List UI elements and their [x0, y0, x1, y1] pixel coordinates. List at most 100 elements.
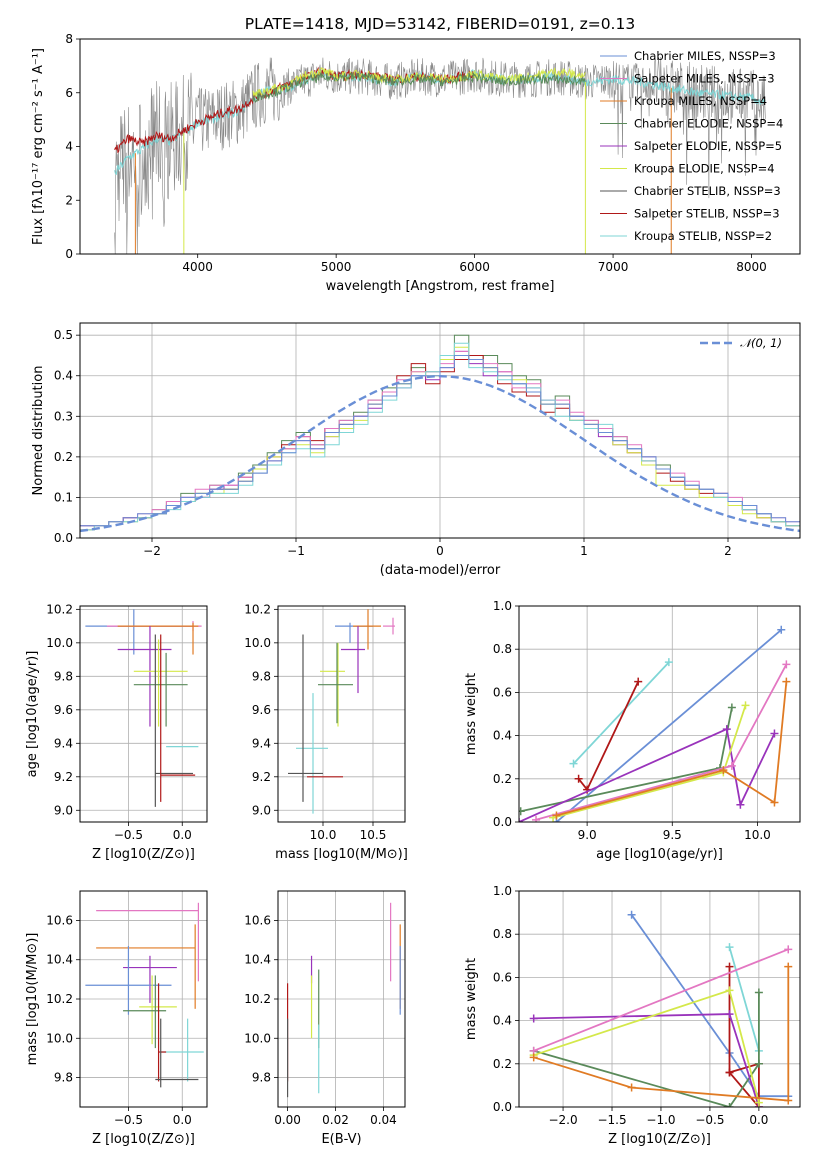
y-axis-label: age [log10(age/yr)]	[25, 651, 40, 778]
x-tick-label: −0.5	[695, 1113, 724, 1127]
weight-marker-salpeter_miles	[784, 945, 793, 954]
chart-spectrum: 4000 5000 6000 7000 8000 0 2 4 6 8 wavelength [Ang…	[31, 32, 801, 294]
y-tick-label: 10.6	[244, 913, 271, 927]
chart-mass_vs_ebv: 0.00 0.02 0.04 9.8 10.0 10.2 10.4 10.6 E(B-V)	[244, 890, 406, 1147]
y-tick-label: 9.8	[54, 669, 73, 683]
weight-marker-kroupa_miles	[784, 1096, 793, 1105]
y-tick-label: 10.6	[46, 913, 73, 927]
x-tick-label: −1.5	[597, 1113, 626, 1127]
y-tick-label: 10.0	[244, 1031, 271, 1045]
y-tick-label: 0.2	[493, 772, 512, 786]
weight-marker-chabrier_elodie	[754, 1059, 763, 1068]
weight-line-kroupa_stelib	[728, 946, 760, 1052]
normal-curve	[80, 374, 800, 533]
x-axis-label: wavelength [Angstrom, rest frame]	[326, 279, 555, 294]
observed-spectrum	[114, 56, 766, 254]
weight-marker-kroupa_miles	[784, 962, 793, 971]
plot-area	[85, 902, 204, 1088]
weight-line-chabrier_elodie	[533, 992, 760, 1107]
weight-marker-salpeter_elodie	[725, 1010, 734, 1019]
weight-marker-chabrier_elodie	[754, 988, 763, 997]
y-tick-label: 0.0	[54, 531, 73, 545]
x-tick-label: 8000	[736, 260, 767, 274]
y-tick-label: 0.0	[493, 815, 512, 829]
legend-label: Kroupa MILES, NSSP=4	[634, 94, 767, 108]
y-tick-label: 10.0	[244, 636, 271, 650]
y-tick-label: 9.2	[54, 770, 73, 784]
y-tick-label: 0.6	[493, 970, 512, 984]
weight-marker-salpeter_elodie	[722, 725, 731, 734]
chart-mass_vs_Z: −0.5 0.0 9.8 10.0 10.2 10.4 10.6 Z [log10(Z/Z⊙)…	[25, 890, 208, 1147]
chart-massweight_vs_age: 9.0 9.5 10.0 0.0 0.2 0.4 0.6 0.8 1.0 age [log10(a…	[464, 599, 801, 862]
x-tick-label: 7000	[598, 260, 629, 274]
y-tick-label: 9.2	[252, 770, 271, 784]
model-spectrum-salpeter_stelib	[114, 66, 475, 154]
legend-label: Kroupa STELIB, NSSP=2	[634, 229, 772, 243]
legend-label: Chabrier MILES, NSSP=3	[634, 49, 776, 63]
y-tick-label: 10.0	[46, 636, 73, 650]
x-tick-label: 0	[436, 544, 444, 558]
weight-marker-chabrier_miles	[777, 625, 786, 634]
y-tick-label: 10.2	[244, 602, 271, 616]
y-tick-label: 0.2	[54, 450, 73, 464]
weight-marker-chabrier_elodie	[725, 1103, 734, 1107]
weight-line-kroupa_miles	[533, 966, 790, 1102]
y-tick-label: 0.4	[493, 1014, 512, 1028]
x-tick-label: 10.0	[310, 828, 337, 842]
y-axis-label: mass weight	[464, 958, 479, 1040]
weight-marker-chabrier_miles	[627, 910, 636, 919]
y-tick-label: 0.4	[54, 369, 73, 383]
legend-label: Kroupa ELODIE, NSSP=4	[634, 162, 775, 176]
y-tick-label: 0	[65, 247, 73, 261]
y-tick-label: 0.5	[54, 328, 73, 342]
x-tick-label: −0.5	[114, 828, 143, 842]
plot-area	[85, 609, 202, 807]
y-tick-label: 10.2	[46, 992, 73, 1006]
y-tick-label: 6	[65, 86, 73, 100]
chart-residuals: −2 −1 0 1 2 0.0 0.1 0.2 0.3 0.4 0.5 (data-model)/er…	[31, 322, 801, 578]
weight-marker-kroupa_elodie	[725, 986, 734, 995]
legend-label: 𝒩(0, 1)	[740, 336, 782, 350]
plot-area	[288, 609, 395, 814]
weight-line-kroupa_miles	[556, 681, 788, 817]
axes-frame	[277, 605, 406, 823]
x-axis-label: E(B-V)	[321, 1132, 361, 1147]
legend-label: Salpeter MILES, NSSP=3	[634, 72, 775, 86]
y-tick-label: 10.2	[46, 602, 73, 616]
x-tick-label: 0.0	[173, 1113, 192, 1127]
weight-line-salpeter_elodie	[519, 727, 776, 822]
chart-age_vs_Z: −0.5 0.0 9.0 9.2 9.4 9.6 9.8 10.0 10.2 Z [log10(Z…	[25, 602, 208, 862]
weight-marker-kroupa_miles	[529, 1053, 538, 1062]
weight-marker-kroupa_elodie	[754, 1098, 763, 1107]
y-tick-label: 0.1	[54, 490, 73, 504]
chart-massweight_vs_Z: −2.0 −1.5 −1.0 −0.5 0.0 0.0 0.2 0.4 0.6 0.8 1.0 Z […	[464, 884, 801, 1147]
weight-marker-chabrier_elodie	[519, 807, 525, 816]
weight-marker-kroupa_stelib	[725, 943, 734, 952]
weight-marker-kroupa_elodie	[741, 701, 750, 710]
weight-line-chabrier_miles	[555, 629, 782, 822]
y-tick-label: 9.6	[54, 703, 73, 717]
y-tick-label: 0.8	[493, 927, 512, 941]
weight-line-kroupa_stelib	[572, 661, 670, 765]
legend-label: Salpeter STELIB, NSSP=3	[634, 207, 780, 221]
plot-area	[80, 334, 800, 538]
axes-frame	[518, 605, 801, 823]
y-axis-label: mass [log10(M/M⊙)]	[25, 933, 40, 1066]
y-tick-label: 9.6	[252, 703, 271, 717]
x-tick-label: 4000	[182, 260, 213, 274]
y-tick-label: 9.8	[54, 1071, 73, 1085]
x-tick-label: 0.0	[749, 1113, 768, 1127]
x-axis-label: Z [log10(Z/Z⊙)]	[92, 1132, 195, 1147]
y-tick-label: 0.3	[54, 409, 73, 423]
x-tick-label: 0.00	[274, 1113, 301, 1127]
weight-marker-salpeter_stelib	[634, 677, 643, 686]
y-tick-label: 10.2	[244, 992, 271, 1006]
spectrum-legend: Chabrier MILES, NSSP=3 Salpeter MILES, NS…	[600, 49, 783, 243]
y-tick-label: 9.4	[54, 736, 73, 750]
weight-marker-salpeter_elodie	[736, 800, 745, 809]
weight-marker-kroupa_stelib	[664, 658, 673, 667]
axes-frame	[518, 890, 801, 1108]
x-tick-label: 1	[580, 544, 588, 558]
y-tick-label: 1.0	[493, 599, 512, 613]
